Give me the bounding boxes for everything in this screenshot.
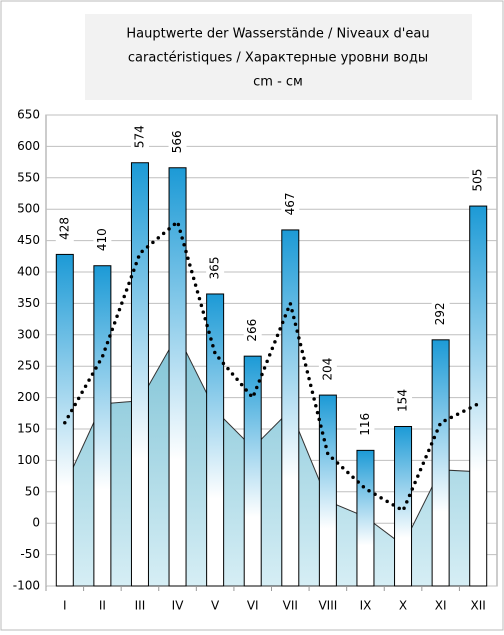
x-tick-label: IX: [360, 599, 372, 613]
value-label: 292: [433, 302, 447, 325]
value-label: 204: [320, 358, 334, 381]
x-tick-label: III: [135, 599, 146, 613]
chart-title: cm - см: [253, 75, 303, 90]
value-label-box: [206, 251, 225, 284]
value-label-box: [394, 384, 413, 417]
x-tick-label: XI: [435, 599, 447, 613]
bar: [356, 449, 375, 587]
y-tick-label: -50: [20, 547, 40, 561]
value-label-box: [243, 314, 262, 347]
bar: [394, 425, 413, 587]
x-tick-label: V: [211, 599, 220, 613]
bar: [168, 167, 187, 587]
bar: [93, 265, 112, 587]
y-tick-label: 350: [17, 296, 40, 310]
x-tick-label: XII: [471, 599, 486, 613]
value-label-box: [318, 353, 337, 386]
value-label-box: [168, 125, 187, 158]
value-label-box: [469, 164, 488, 197]
y-tick-label: 150: [17, 422, 40, 436]
bar: [431, 339, 450, 587]
chart-title: caractéristiques / Характерные уровни во…: [128, 51, 428, 66]
value-label-box: [55, 212, 74, 245]
y-tick-label: 600: [17, 139, 40, 153]
x-tick-label: I: [63, 599, 67, 613]
y-tick-label: 450: [17, 233, 40, 247]
x-tick-label: II: [99, 599, 106, 613]
value-label: 566: [170, 130, 184, 153]
value-label-box: [281, 187, 300, 220]
value-label: 467: [283, 192, 297, 215]
y-tick-label: 550: [17, 170, 40, 184]
y-tick-label: 0: [32, 516, 40, 530]
y-tick-label: 50: [25, 484, 40, 498]
chart-title: Hauptwerte der Wasserstände / Niveaux d'…: [126, 27, 429, 42]
bar: [281, 229, 300, 587]
value-label-box: [431, 297, 450, 330]
bar: [130, 162, 149, 587]
x-tick-label: VI: [247, 599, 259, 613]
x-tick-label: X: [399, 599, 407, 613]
value-label: 266: [245, 319, 259, 342]
bar: [318, 394, 337, 587]
x-tick-label: IV: [172, 599, 185, 613]
value-label: 505: [471, 169, 485, 192]
y-tick-label: 100: [17, 453, 40, 467]
y-tick-label: 400: [17, 265, 40, 279]
value-label: 365: [208, 257, 222, 280]
bar: [206, 293, 225, 587]
y-tick-label: 500: [17, 202, 40, 216]
y-tick-label: 200: [17, 390, 40, 404]
x-tick-label: VII: [283, 599, 298, 613]
value-label-box: [93, 223, 112, 256]
bar: [55, 253, 74, 587]
y-tick-label: 300: [17, 327, 40, 341]
value-label: 428: [57, 217, 71, 240]
value-label-box: [356, 408, 375, 441]
title-box: [85, 14, 472, 100]
value-label: 154: [396, 389, 410, 412]
y-tick-label: -100: [13, 579, 40, 593]
value-label: 116: [358, 413, 372, 436]
bar: [469, 205, 488, 587]
x-tick-label: VIII: [318, 599, 337, 613]
bar: [243, 355, 262, 587]
y-tick-label: 650: [17, 108, 40, 122]
value-label: 410: [95, 228, 109, 251]
line: [63, 218, 480, 514]
value-label: 574: [132, 125, 146, 148]
y-tick-label: 250: [17, 359, 40, 373]
value-label-box: [130, 120, 149, 153]
